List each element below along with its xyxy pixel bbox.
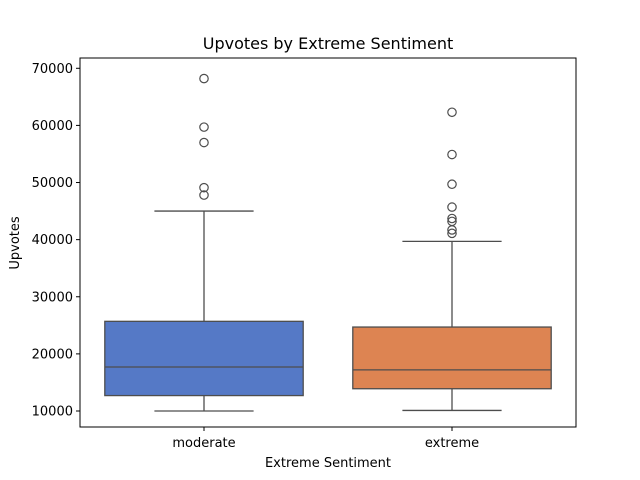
x-tick-label: extreme (425, 436, 479, 451)
outlier-point (447, 149, 457, 160)
outlier-point (447, 228, 457, 239)
y-tick-label: 40000 (32, 233, 73, 248)
plot-area-frame (79, 57, 577, 428)
outlier-point (447, 107, 457, 118)
iqr-box (352, 326, 552, 390)
outlier-point (447, 213, 457, 224)
box-moderate (104, 73, 304, 412)
y-tick-label: 20000 (32, 347, 73, 362)
y-tick-label: 50000 (32, 176, 73, 191)
y-tick-label: 70000 (32, 62, 73, 77)
outlier-point (199, 190, 209, 200)
iqr-box (104, 320, 304, 397)
x-axis-label: Extreme Sentiment (265, 456, 391, 471)
outlier-point (199, 182, 209, 193)
y-tick-label: 10000 (32, 405, 73, 420)
x-tick-label: moderate (172, 436, 235, 451)
box-series (104, 73, 552, 412)
outlier-point (447, 179, 457, 190)
y-axis: 10000 20000 30000 40000 50000 60000 70000 (32, 62, 80, 420)
box-extreme (352, 107, 552, 412)
x-axis: moderate extreme (172, 427, 479, 451)
outlier-point (199, 137, 209, 148)
outlier-point (447, 202, 457, 212)
y-axis-label: Upvotes (8, 216, 23, 270)
outlier-point (199, 73, 209, 84)
y-tick-label: 30000 (32, 290, 73, 305)
outlier-point (199, 122, 209, 132)
y-tick-label: 60000 (32, 119, 73, 134)
outlier-point (447, 216, 457, 227)
chart-title: Upvotes by Extreme Sentiment (203, 34, 454, 53)
